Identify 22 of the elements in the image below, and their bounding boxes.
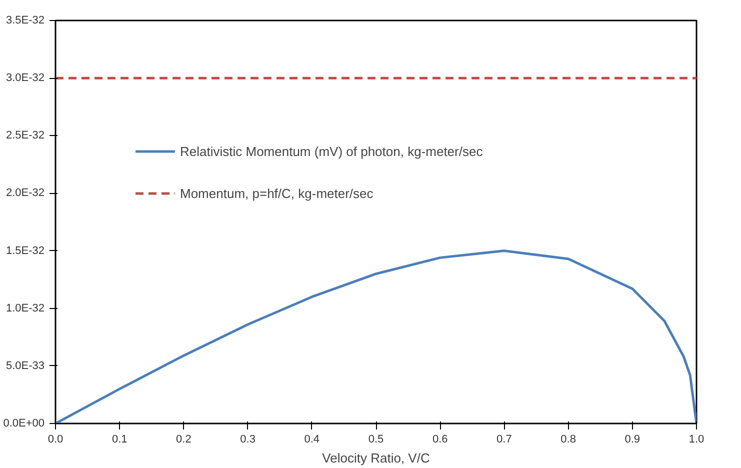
x-tick-label: 0.4: [304, 434, 320, 446]
y-tick-label: 1.5E-32: [6, 244, 45, 257]
x-tick-label: 0.0: [48, 434, 64, 446]
y-tick-label: 1.0E-32: [6, 302, 45, 314]
legend-label: Momentum, p=hf/C, kg-meter/sec: [180, 186, 374, 200]
x-tick-label: 1.0: [688, 434, 704, 446]
x-tick-label: 0.8: [560, 434, 576, 446]
y-tick-label: 2.5E-32: [6, 130, 45, 142]
y-tick-label: 5.0E-33: [6, 360, 45, 372]
x-tick-label: 0.3: [240, 434, 256, 446]
y-tick-label: 2.0E-32: [6, 187, 45, 200]
y-tick-label: 0.0E+00: [3, 418, 45, 430]
x-axis-title: Velocity Ratio, V/C: [322, 450, 430, 466]
x-tick-label: 0.6: [432, 434, 448, 446]
legend-label: Relativistic Momentum (mV) of photon, kg-meter/sec: [180, 144, 483, 158]
x-tick-label: 0.1: [112, 434, 128, 446]
x-tick-label: 0.5: [368, 434, 384, 446]
x-tick-label: 0.7: [496, 434, 512, 446]
y-tick-label: 3.5E-32: [6, 14, 45, 26]
x-tick-label: 0.9: [624, 434, 640, 446]
x-tick-label: 0.2: [176, 434, 192, 446]
y-tick-label: 3.0E-32: [6, 72, 45, 84]
